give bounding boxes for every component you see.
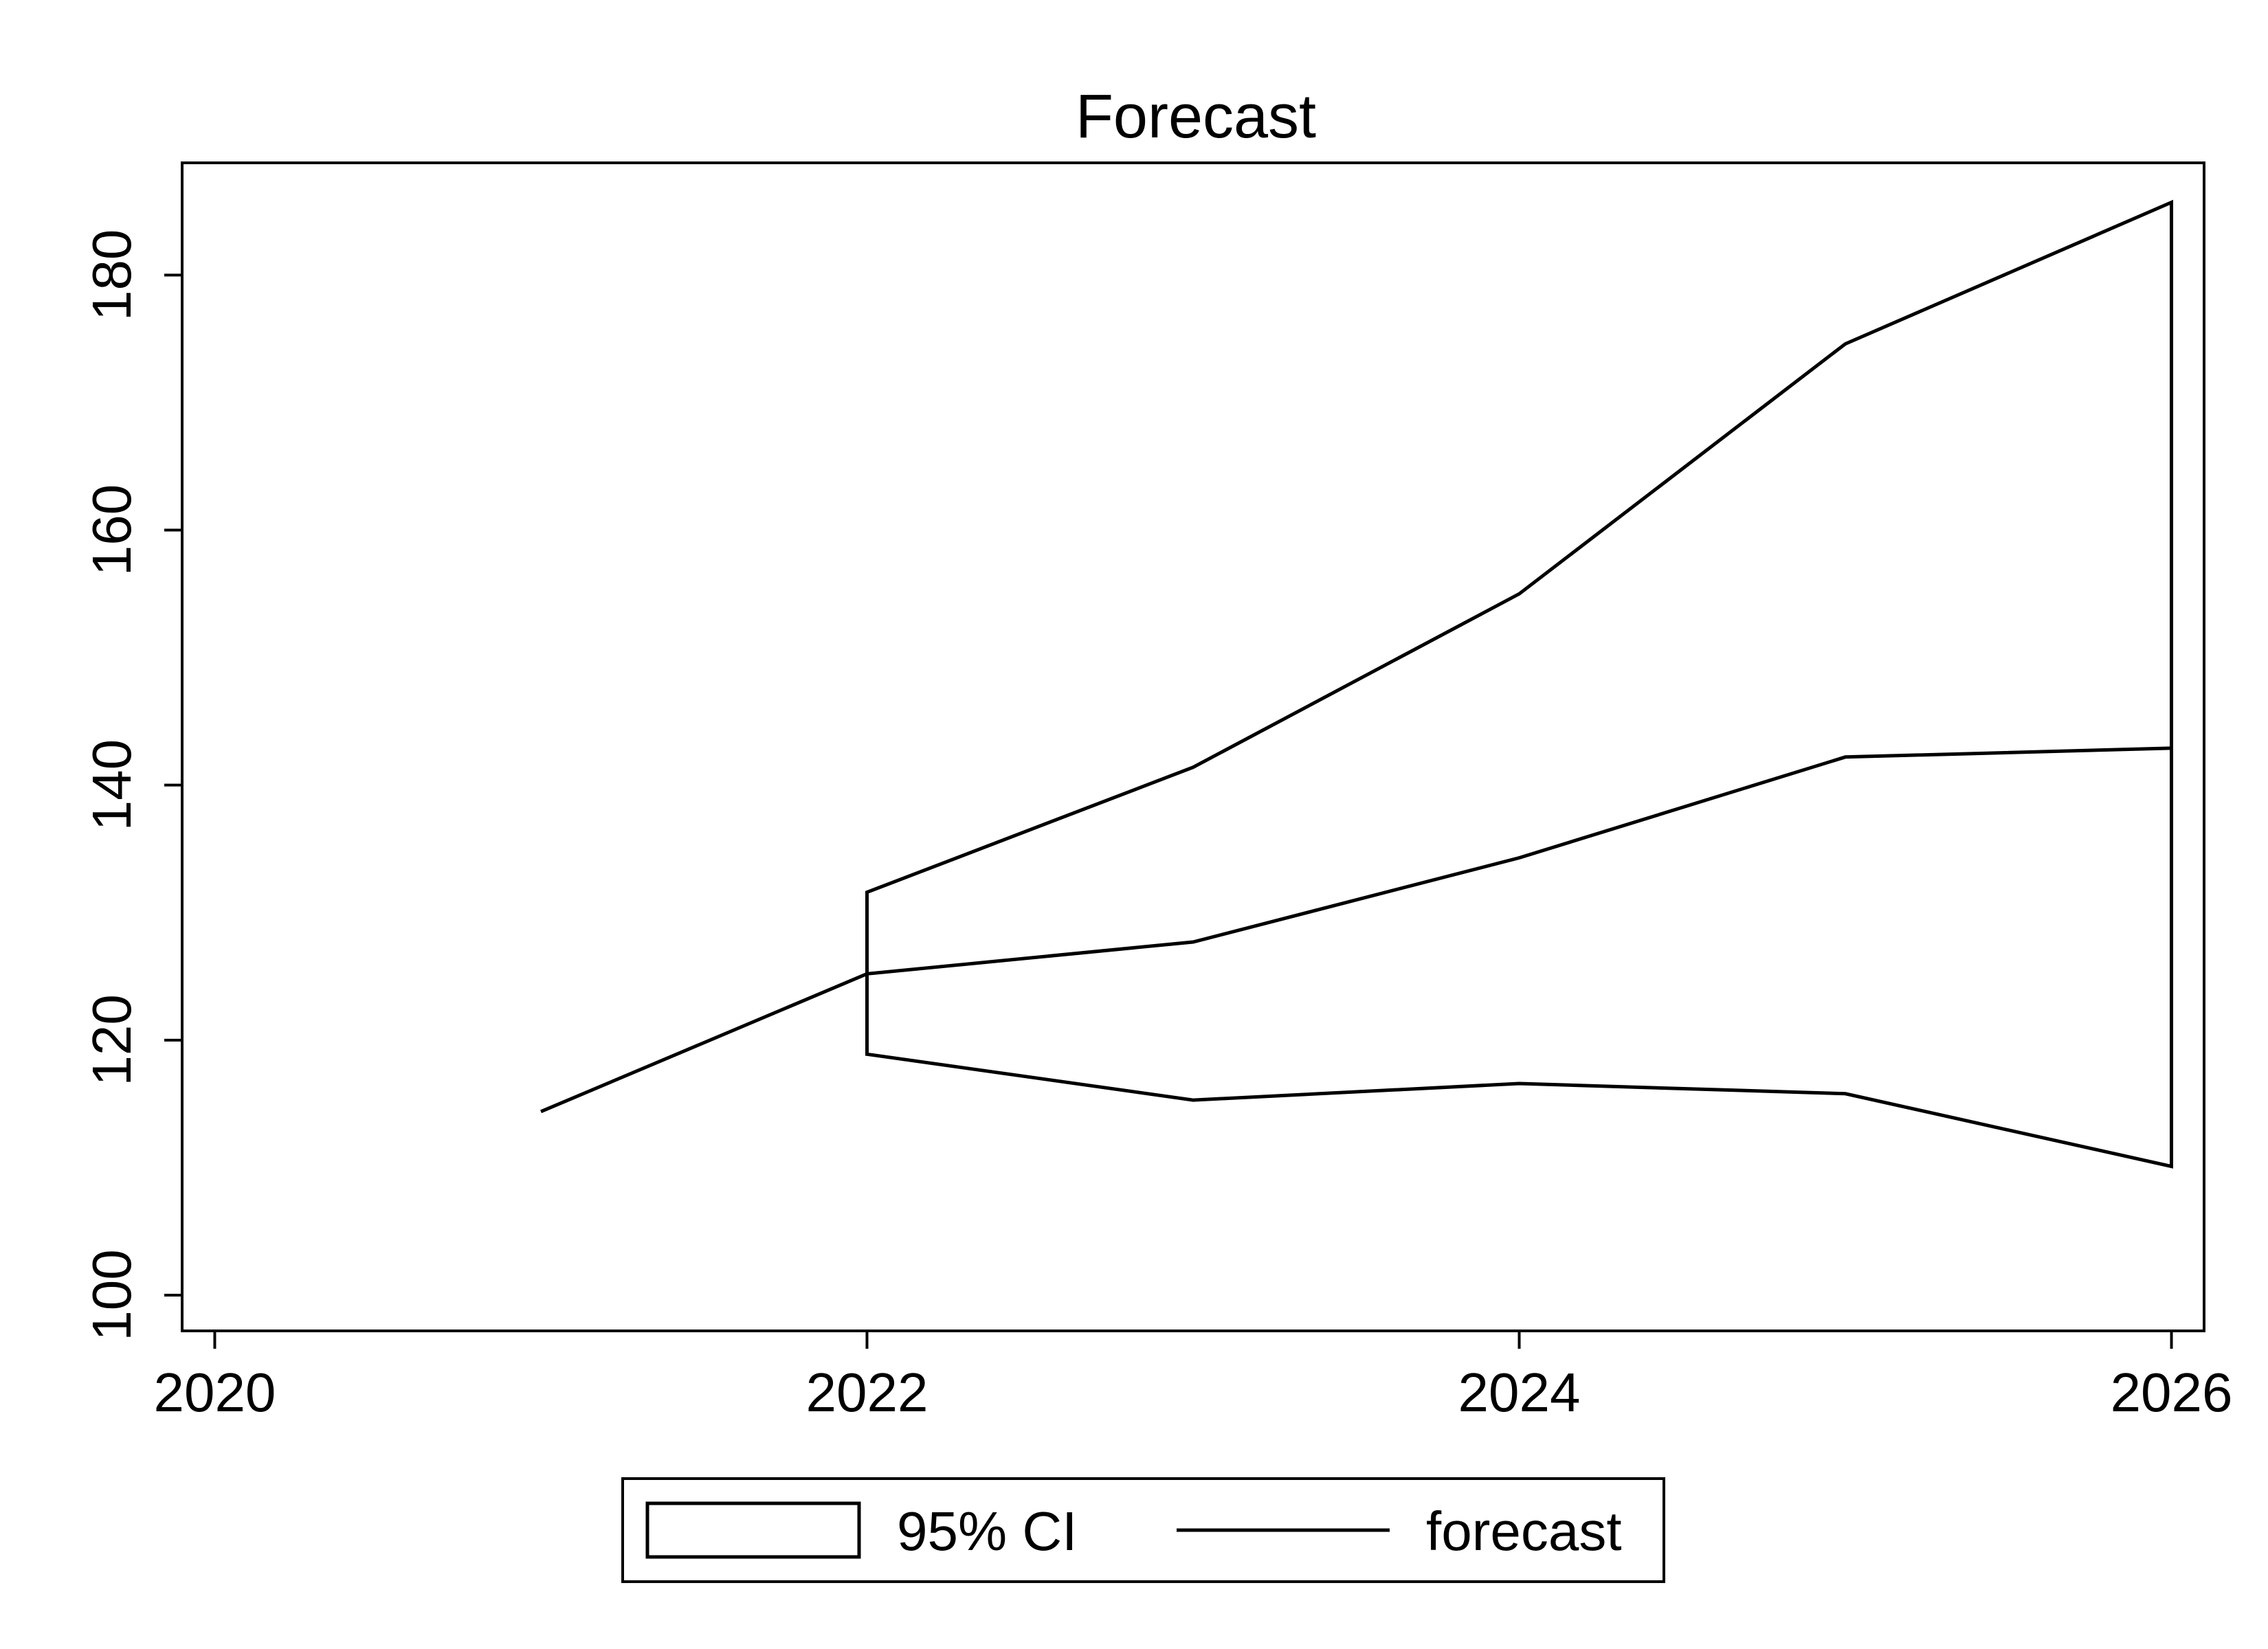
y-tick-label-140: 140: [81, 739, 142, 831]
forecast-line: [540, 746, 2172, 1114]
y-tick-label-160: 160: [81, 484, 142, 576]
y-axis: 100 120 140 160 180: [81, 229, 182, 1341]
plot-area-frame: [181, 161, 2205, 1332]
y-tick-label-120: 120: [81, 994, 142, 1086]
legend-ci-swatch: [645, 1501, 861, 1559]
legend-ci-label: 95% CI: [897, 1501, 1077, 1562]
y-tick-label-180: 180: [81, 229, 142, 321]
x-tick-label-2024: 2024: [1458, 1362, 1581, 1423]
x-axis: 2020 2022 2024 2026: [153, 1331, 2233, 1423]
legend: 95% CI forecast: [621, 1477, 1665, 1583]
legend-forecast-label: forecast: [1426, 1501, 1622, 1562]
x-tick-label-2026: 2026: [2111, 1362, 2233, 1423]
chart-title: Forecast: [1076, 82, 1316, 151]
x-tick-label-2022: 2022: [805, 1362, 928, 1423]
x-tick-label-2020: 2020: [153, 1362, 276, 1423]
legend-box: [621, 1477, 1665, 1583]
y-tick-label-100: 100: [81, 1249, 142, 1340]
ci-band-outline: [865, 199, 2173, 1169]
